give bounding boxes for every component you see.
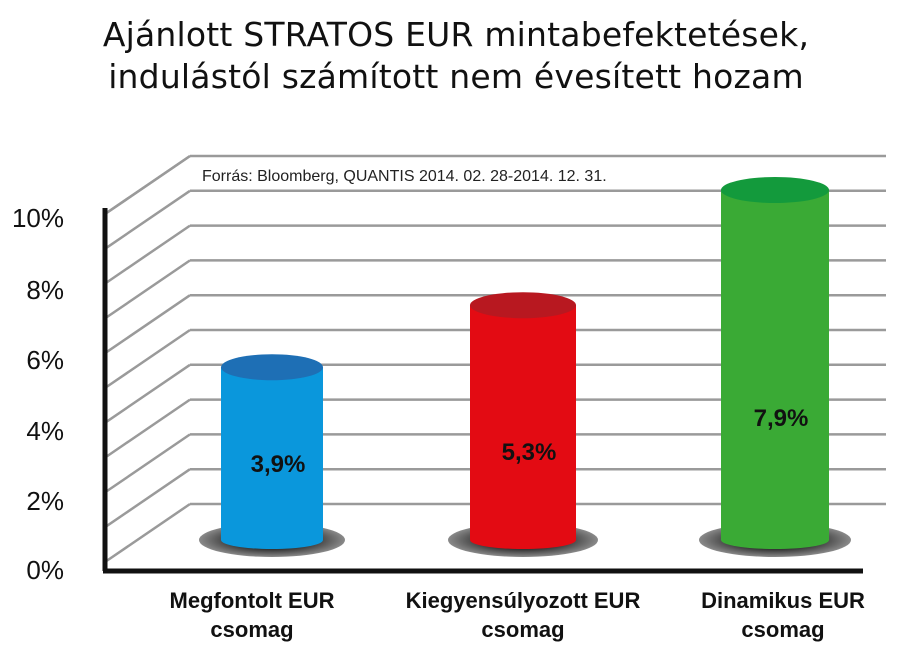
bar-body xyxy=(470,305,576,549)
axes xyxy=(102,208,863,574)
grid-line-diagonal xyxy=(104,259,191,320)
y-tick-label: 0% xyxy=(26,555,64,585)
grid-line-diagonal xyxy=(104,189,191,250)
grid-line-diagonal xyxy=(104,363,191,424)
grid-line-diagonal xyxy=(104,433,191,494)
y-tick-label: 2% xyxy=(26,486,64,516)
y-tick-label: 8% xyxy=(26,275,64,305)
bar-top xyxy=(221,354,323,381)
x-category-label: csomag xyxy=(481,617,564,642)
bar-3: 7,9% xyxy=(699,177,851,557)
y-tick-label: 4% xyxy=(26,416,64,446)
bar-value-label: 3,9% xyxy=(251,451,306,478)
x-category-label: Megfontolt EUR xyxy=(170,588,335,613)
bar-body xyxy=(221,367,323,549)
bar-top xyxy=(721,177,829,204)
chart-title-line-2: indulástól számított nem évesített hozam xyxy=(108,57,804,96)
x-category-label: csomag xyxy=(210,617,293,642)
y-axis-ticks: 0% 2% 4% 6% 8% 10% xyxy=(12,203,64,585)
grid-line-diagonal xyxy=(104,224,191,285)
bars: 3,9% 5,3% 7,9% xyxy=(199,177,851,557)
grid-line-diagonal xyxy=(104,328,191,390)
grid-line-diagonal xyxy=(104,398,191,459)
x-category-label: Kiegyensúlyozott EUR xyxy=(406,588,641,613)
y-tick-label: 6% xyxy=(26,345,64,375)
grid-line-diagonal xyxy=(104,154,191,216)
x-category-label: csomag xyxy=(741,617,824,642)
grid-line-diagonal xyxy=(104,294,191,355)
grid-line-diagonal xyxy=(104,502,191,564)
x-category-label: Dinamikus EUR xyxy=(701,588,865,613)
grid-line-diagonal xyxy=(104,468,191,529)
chart-title: Ajánlott STRATOS EUR mintabefektetések, … xyxy=(0,14,912,98)
x-axis-labels: Megfontolt EUR csomag Kiegyensúlyozott EUR… xyxy=(170,588,866,642)
bar-body xyxy=(721,190,829,549)
chart-title-line-1: Ajánlott STRATOS EUR mintabefektetések, xyxy=(102,15,810,54)
bar-2: 5,3% xyxy=(448,292,598,557)
source-note: Forrás: Bloomberg, QUANTIS 2014. 02. 28-… xyxy=(202,168,607,185)
bar-value-label: 7,9% xyxy=(754,405,809,432)
bar-1: 3,9% xyxy=(199,354,345,557)
y-tick-label: 10% xyxy=(12,203,64,233)
bar-value-label: 5,3% xyxy=(502,439,557,466)
bar-top xyxy=(470,292,576,319)
